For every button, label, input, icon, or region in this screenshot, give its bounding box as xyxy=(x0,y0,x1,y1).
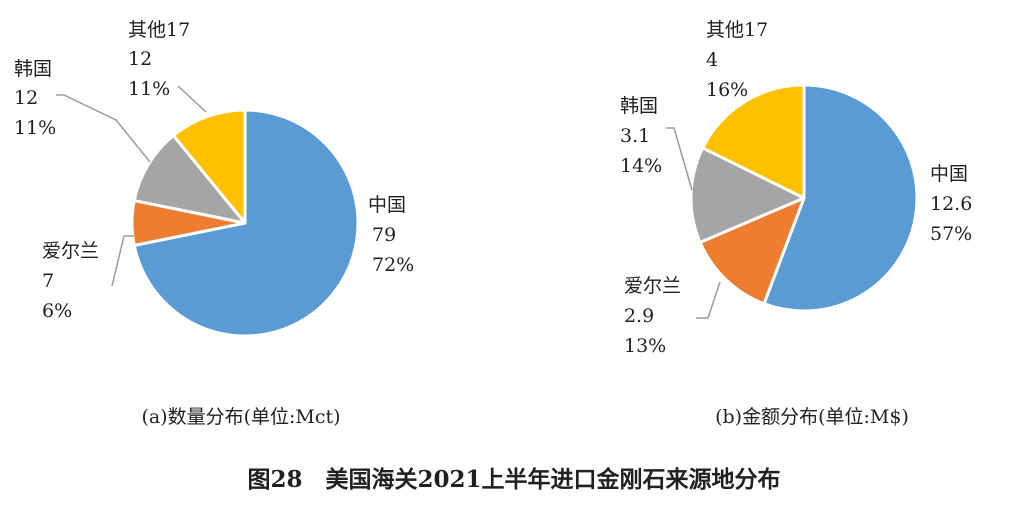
slice-label-ireland: 爱尔兰 7 6% xyxy=(42,240,99,322)
slice-label-percent: 72% xyxy=(372,254,414,276)
leader-line-korea xyxy=(666,127,693,191)
slice-label-name: 其他17 xyxy=(128,19,190,41)
slice-label-percent: 11% xyxy=(14,117,56,139)
slice-label-others: 其他17 12 11% xyxy=(128,19,190,100)
pie-chart-quantity xyxy=(130,108,360,338)
slice-label-china: 中国 79 72% xyxy=(368,194,414,276)
slice-label-percent: 6% xyxy=(42,300,72,322)
pie-slice-china xyxy=(762,83,919,313)
pie-labels-quantity: 中国 79 72% 爱尔兰 7 6% 韩国 12 11% 其他17 12 11% xyxy=(14,19,414,322)
pie-slice-others xyxy=(701,83,806,200)
leader-line-korea xyxy=(56,94,151,163)
slice-label-value: 79 xyxy=(372,224,396,246)
slice-label-value: 3.1 xyxy=(620,125,650,147)
slice-label-name: 其他17 xyxy=(706,19,768,41)
slice-label-others: 其他17 4 16% xyxy=(706,19,768,101)
pie-slice-ireland xyxy=(698,196,806,306)
chart-caption-quantity: (a)数量分布(单位:Mct) xyxy=(141,406,340,428)
slice-label-name: 中国 xyxy=(368,194,406,216)
chart-caption-value: (b)金额分布(单位:M$) xyxy=(715,406,909,428)
slice-label-value: 2.9 xyxy=(624,305,654,327)
leader-line-ireland xyxy=(696,281,721,319)
leader-line-others xyxy=(177,85,207,113)
slice-label-percent: 57% xyxy=(930,223,972,245)
slice-label-value: 12.6 xyxy=(930,193,972,215)
slice-label-korea: 韩国 3.1 14% xyxy=(620,95,662,177)
slice-label-name: 爱尔兰 xyxy=(42,240,99,262)
slice-label-value: 12 xyxy=(14,87,38,109)
pie-slice-others xyxy=(171,108,247,225)
leader-line-ireland xyxy=(111,235,134,287)
figure-title: 图28 美国海关2021上半年进口金刚石来源地分布 xyxy=(247,466,780,493)
slice-label-percent: 14% xyxy=(620,155,662,177)
slice-label-percent: 13% xyxy=(624,335,666,357)
slice-label-name: 韩国 xyxy=(620,95,658,117)
pie-slice-korea xyxy=(689,146,806,244)
slice-label-china: 中国 12.6 57% xyxy=(930,163,972,245)
slice-label-name: 中国 xyxy=(930,163,968,185)
slice-label-name: 爱尔兰 xyxy=(624,275,681,297)
slice-label-value: 12 xyxy=(128,48,152,70)
slice-label-percent: 11% xyxy=(128,78,170,100)
slice-label-value: 7 xyxy=(42,270,54,292)
slice-label-value: 4 xyxy=(706,49,718,71)
slice-label-ireland: 爱尔兰 2.9 13% xyxy=(624,275,681,357)
slice-label-percent: 16% xyxy=(706,79,748,101)
pie-labels-value: 中国 12.6 57% 爱尔兰 2.9 13% 韩国 3.1 14% 其他17 … xyxy=(620,19,972,357)
slice-label-name: 韩国 xyxy=(14,58,52,80)
slice-label-korea: 韩国 12 11% xyxy=(14,58,56,139)
pie-chart-value xyxy=(689,83,919,313)
